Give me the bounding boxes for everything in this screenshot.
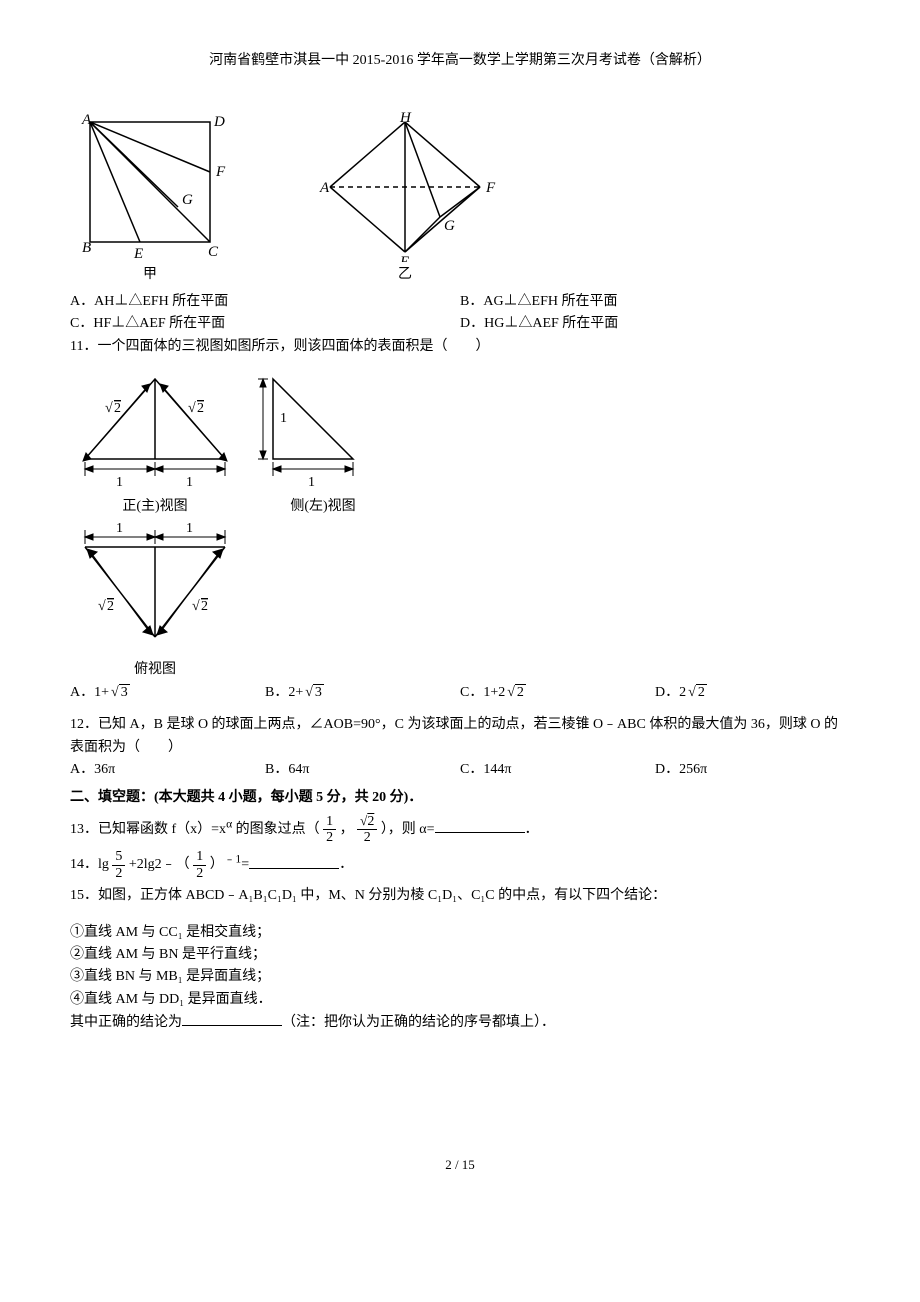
q10-opt-a: A．AH⊥△EFH 所在平面 [70, 291, 460, 313]
q15-stem: 15．如图，正方体 ABCD﹣A₁B₁C₁D₁ 中，M、N 分别为棱 C₁D₁、… [70, 885, 850, 907]
svg-text:1: 1 [186, 475, 193, 490]
q11-top: 1 1 √2 √2 俯视图 [70, 522, 850, 681]
q11-top-label: 俯视图 [70, 659, 240, 681]
q15-item2: ②直线 AM 与 BN 是平行直线； [70, 944, 850, 966]
q11-front: √2 √2 1 1 正(主)视图 [70, 364, 240, 518]
svg-text:1: 1 [116, 475, 123, 490]
q13-blank [435, 818, 525, 833]
page-footer: 2 / 15 [70, 1155, 850, 1176]
svg-text:2: 2 [197, 401, 204, 416]
q13: 13．已知幂函数 f（x）=xα 的图象过点（ 12 ， √22 ），则 α=． [70, 814, 850, 846]
svg-text:√: √ [192, 599, 200, 614]
q12-opt-b: B．64π [265, 759, 460, 781]
q11-options: A．1+3 B．2+3 C．1+22 D．22 [70, 682, 850, 704]
fig-jia-wrap: A B C D E F G 甲 [70, 112, 230, 286]
svg-text:2: 2 [201, 599, 208, 614]
svg-text:B: B [82, 240, 91, 256]
svg-text:E: E [133, 246, 143, 262]
q15-item3: ③直线 BN 与 MB₁ 是异面直线； [70, 966, 850, 988]
fig-yi-wrap: A E F G H 乙 [300, 112, 510, 286]
q11-stem: 11．一个四面体的三视图如图所示，则该四面体的表面积是（ ） [70, 336, 850, 358]
q11-opt-d: D．22 [655, 682, 850, 704]
q12-options: A．36π B．64π C．144π D．256π [70, 759, 850, 781]
page-header: 河南省鹤壁市淇县一中 2015-2016 学年高一数学上学期第三次月考试卷（含解… [70, 50, 850, 72]
svg-text:2: 2 [107, 599, 114, 614]
fig-yi-caption: 乙 [300, 264, 510, 286]
q11-side: 1 1 侧(左)视图 [258, 364, 388, 518]
fig-jia: A B C D E F G [70, 112, 230, 262]
svg-text:√: √ [188, 401, 196, 416]
svg-text:√: √ [98, 599, 106, 614]
q12-opt-d: D．256π [655, 759, 850, 781]
q11-front-label: 正(主)视图 [70, 496, 240, 518]
svg-text:1: 1 [116, 522, 123, 536]
q15-blank [182, 1011, 282, 1026]
svg-text:1: 1 [280, 411, 287, 426]
svg-text:A: A [319, 180, 330, 196]
svg-text:E: E [399, 254, 409, 262]
q11-opt-a: A．1+3 [70, 682, 265, 704]
q10-opt-d: D．HG⊥△AEF 所在平面 [460, 313, 850, 335]
fig-jia-caption: 甲 [70, 264, 230, 286]
svg-text:C: C [208, 244, 219, 260]
svg-text:H: H [399, 112, 412, 126]
svg-text:G: G [444, 218, 455, 234]
svg-text:D: D [213, 114, 225, 130]
svg-text:F: F [215, 164, 226, 180]
q12-opt-c: C．144π [460, 759, 655, 781]
q11-opt-b: B．2+3 [265, 682, 460, 704]
svg-text:2: 2 [114, 401, 121, 416]
q11-side-label: 侧(左)视图 [258, 496, 388, 518]
section2-title: 二、填空题：(本大题共 4 小题，每小题 5 分，共 20 分)． [70, 787, 850, 809]
q11-opt-c: C．1+22 [460, 682, 655, 704]
q12-opt-a: A．36π [70, 759, 265, 781]
q11-figures: √2 √2 1 1 正(主)视图 1 1 侧(左)视图 [70, 364, 850, 518]
q14-blank [249, 854, 339, 869]
q10-opt-b: B．AG⊥△EFH 所在平面 [460, 291, 850, 313]
svg-text:G: G [182, 192, 193, 208]
q10-figures: A B C D E F G 甲 A E F G H 乙 [70, 112, 850, 286]
q15-item1: ①直线 AM 与 CC₁ 是相交直线； [70, 922, 850, 944]
q15-answer-line: 其中正确的结论为（注：把你认为正确的结论的序号都填上）． [70, 1011, 850, 1034]
fig-yi: A E F G H [300, 112, 510, 262]
svg-text:1: 1 [308, 475, 315, 490]
svg-text:A: A [81, 112, 92, 128]
q10-opt-c: C．HF⊥△AEF 所在平面 [70, 313, 460, 335]
q12-stem: 12．已知 A，B 是球 O 的球面上两点，∠AOB=90°，C 为该球面上的动… [70, 714, 850, 759]
svg-text:√: √ [105, 401, 113, 416]
q10-options: A．AH⊥△EFH 所在平面 B．AG⊥△EFH 所在平面 C．HF⊥△AEF … [70, 291, 850, 336]
svg-text:F: F [485, 180, 496, 196]
q14: 14．lg 52 +2lg2﹣（ 12 ）﹣1=． [70, 849, 850, 881]
svg-text:1: 1 [186, 522, 193, 536]
q15-item4: ④直线 AM 与 DD₁ 是异面直线． [70, 989, 850, 1011]
